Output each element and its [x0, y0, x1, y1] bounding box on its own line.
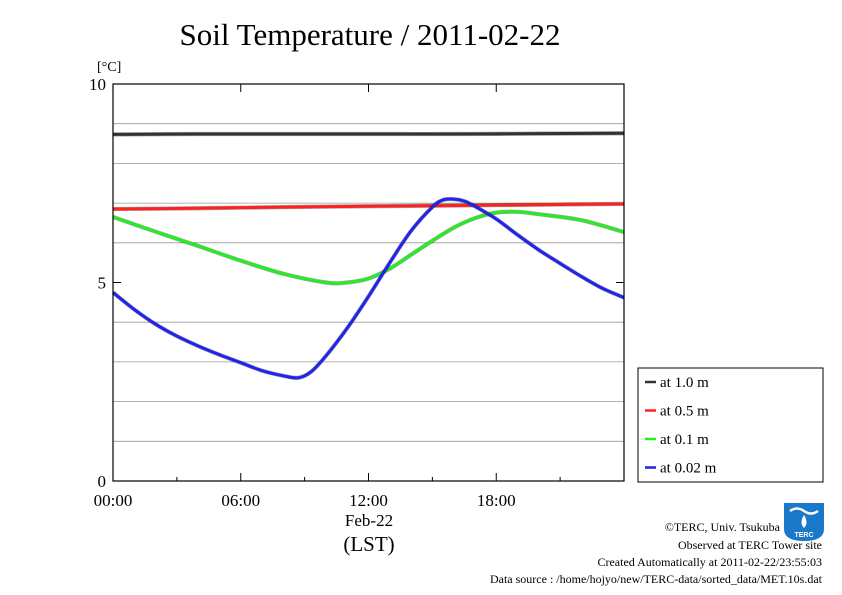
- y-tick-label: 5: [98, 274, 107, 293]
- y-axis-unit: [°C]: [97, 60, 121, 75]
- y-tick-label: 10: [89, 75, 106, 94]
- x-tick-label: 12:00: [349, 491, 388, 510]
- legend-label: at 0.1 m: [660, 432, 709, 448]
- credit-observed: Observed at TERC Tower site: [678, 538, 822, 552]
- legend-label: at 0.5 m: [660, 404, 709, 420]
- credit-created: Created Automatically at 2011-02-22/23:5…: [597, 555, 822, 569]
- grid-lines: [113, 123, 624, 442]
- terc-logo-drop-icon: [801, 515, 807, 528]
- series-line: [112, 197, 625, 380]
- credits: ©TERC, Univ. Tsukuba Observed at TERC To…: [490, 520, 823, 586]
- credit-copyright: ©TERC, Univ. Tsukuba: [665, 520, 781, 534]
- legend-label: at 1.0 m: [660, 375, 709, 391]
- chart-title: Soil Temperature / 2011-02-22: [180, 17, 561, 52]
- series-line: [112, 210, 625, 285]
- x-tick-label: 06:00: [221, 491, 260, 510]
- x-axis-timezone-label: (LST): [343, 532, 394, 556]
- legend-label: at 0.02 m: [660, 461, 717, 477]
- credit-source: Data source : /home/hojyo/new/TERC-data/…: [490, 572, 823, 586]
- legend: at 1.0 m at 0.5 m at 0.1 m at 0.02 m: [637, 367, 824, 483]
- x-tick-label: 00:00: [94, 491, 133, 510]
- series-line: [112, 131, 625, 136]
- terc-logo: TERC: [784, 503, 824, 541]
- series-line: [112, 202, 625, 211]
- x-axis-date-label: Feb-22: [345, 511, 393, 530]
- axis-ticks: 0 5 10 00:00 06:00 12:00 18:00: [89, 75, 624, 510]
- terc-logo-wave-icon: [789, 507, 819, 515]
- x-tick-label: 18:00: [477, 491, 516, 510]
- terc-logo-text: TERC: [794, 532, 813, 539]
- series-group: [111, 131, 625, 381]
- y-tick-label: 0: [98, 472, 107, 491]
- plot-background: [113, 84, 624, 481]
- legend-box: [637, 367, 824, 483]
